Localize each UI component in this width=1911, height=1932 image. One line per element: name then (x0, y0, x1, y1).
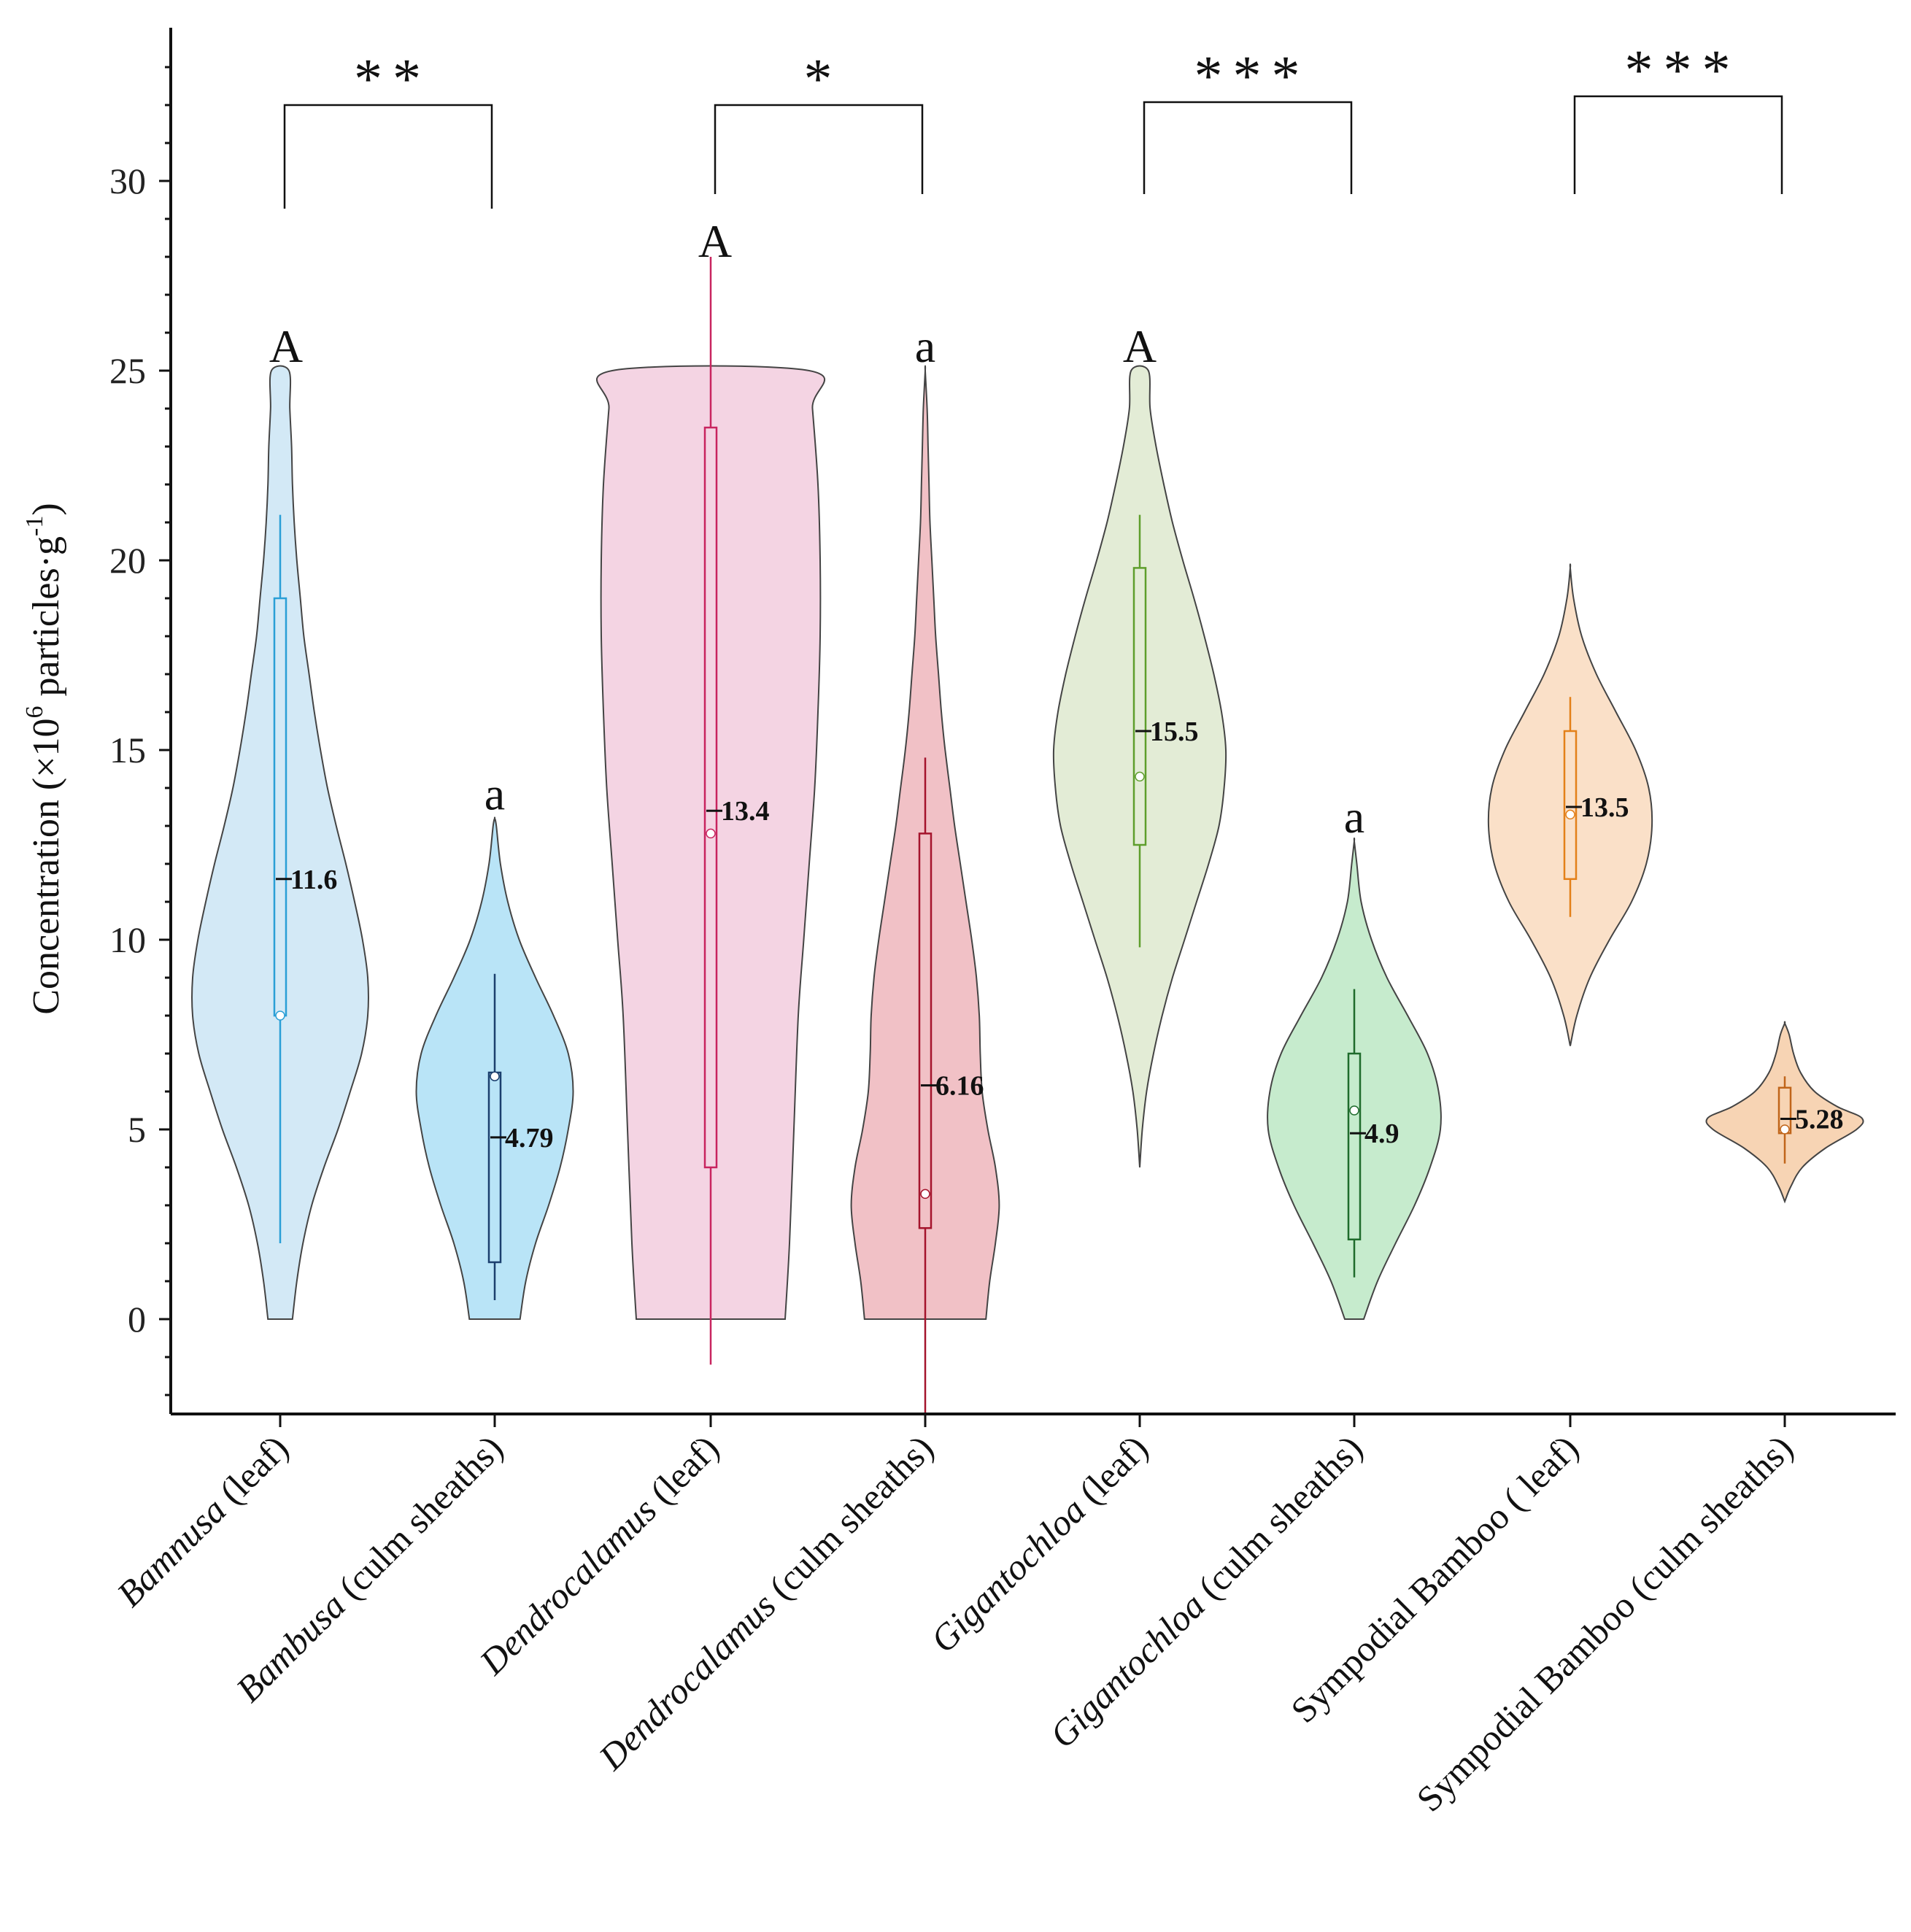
significance-stars: * (804, 47, 843, 110)
group-letter: a (915, 320, 935, 372)
annotations: ** * *** *** (283, 38, 1783, 209)
median-value-label: 11.6 (290, 865, 337, 895)
bracket-line (283, 104, 493, 209)
violin-group: 13.4 A (595, 215, 826, 1365)
mean-marker (920, 1189, 930, 1199)
mean-marker (1135, 771, 1145, 782)
median-value-label: 15.5 (1150, 716, 1199, 747)
y-tick-label: 0 (128, 1299, 146, 1340)
significance-bracket: *** (1573, 38, 1783, 194)
bracket-line (1573, 95, 1783, 194)
y-tick-label: 25 (109, 350, 146, 391)
violin-group: 5.28 (1705, 1021, 1864, 1204)
group-letter: A (698, 215, 732, 267)
x-category-italic: Gigantochloa (1042, 1585, 1213, 1755)
violin-group: 4.9 a (1267, 791, 1442, 1320)
violin-group: 6.16 a (850, 320, 1000, 1414)
x-category-italic: Gigantochloa (922, 1490, 1093, 1661)
y-axis-label: Concentration (×106 particles·g-1) (21, 503, 67, 1014)
group-letter: a (1344, 791, 1364, 843)
x-category-italic: Dendrocalamus (590, 1585, 784, 1778)
iqr-box (1563, 730, 1578, 881)
x-category-label: Gigantochloa (leaf) (922, 1427, 1155, 1660)
median-value-label: 4.9 (1364, 1118, 1400, 1149)
mean-marker (1780, 1124, 1790, 1135)
y-tick-label: 5 (128, 1109, 146, 1150)
x-category-italic: Bamnusa (109, 1490, 233, 1615)
y-tick-label: 20 (109, 540, 146, 581)
mean-marker (275, 1011, 285, 1021)
iqr-box (918, 832, 933, 1229)
x-category-label: Dendrocalamus (culm sheaths) (590, 1427, 941, 1778)
group-letter: A (1123, 320, 1157, 372)
bracket-line (1143, 101, 1353, 194)
mean-marker (1349, 1105, 1359, 1116)
x-category-rest: (culm sheaths) (1184, 1427, 1370, 1614)
significance-bracket: * (714, 47, 924, 194)
violin-group: 11.6 A (191, 320, 369, 1320)
iqr-box (487, 1071, 502, 1264)
mean-marker (706, 828, 716, 839)
significance-stars: *** (1194, 44, 1310, 107)
y-tick-label: 30 (109, 161, 146, 201)
group-letter: A (269, 320, 303, 372)
x-category-italic: Bambusa (228, 1585, 353, 1709)
iqr-box (703, 426, 718, 1169)
violin-group: 15.5 A (1052, 320, 1227, 1168)
x-category-label: Bamnusa (leaf) (109, 1427, 296, 1615)
iqr-box (1347, 1052, 1362, 1241)
mean-marker (490, 1071, 500, 1081)
x-category-label: Dendrocalamus (leaf) (471, 1427, 727, 1682)
iqr-box (1132, 567, 1147, 846)
x-category-label: Sympodial Bamboo (culm sheaths) (1408, 1427, 1800, 1819)
median-value-label: 13.4 (721, 796, 770, 827)
median-value-label: 5.28 (1795, 1104, 1844, 1135)
x-category-rest: (culm sheaths) (324, 1427, 511, 1614)
x-category-rest: Sympodial Bamboo (culm sheaths) (1408, 1427, 1800, 1819)
group-letter: a (484, 768, 505, 820)
y-tick-label: 15 (109, 730, 146, 770)
significance-stars: ** (354, 47, 431, 110)
x-category-italic: Dendrocalamus (471, 1490, 665, 1683)
x-category-rest: (culm sheaths) (754, 1427, 941, 1614)
violins: 11.6 A 4.79 a 13.4 A 6.16 a 15.5 A 4.9 a 13.5 5.28 (191, 215, 1864, 1414)
significance-bracket: *** (1143, 44, 1353, 194)
axes: 0 5 10 15 20 25 30 Bamnusa (leaf)Bambusa (culm … (109, 28, 1896, 1820)
significance-bracket: ** (283, 47, 493, 209)
mean-marker (1565, 809, 1575, 820)
violin-group: 13.5 (1487, 563, 1653, 1046)
median-value-label: 6.16 (935, 1071, 984, 1102)
bracket-line (714, 104, 924, 194)
iqr-box (273, 597, 287, 1017)
violin-group: 4.79 a (415, 768, 574, 1320)
median-value-label: 4.79 (505, 1123, 554, 1154)
significance-stars: *** (1625, 38, 1741, 101)
y-tick-label: 10 (109, 919, 146, 960)
median-value-label: 13.5 (1580, 792, 1629, 823)
